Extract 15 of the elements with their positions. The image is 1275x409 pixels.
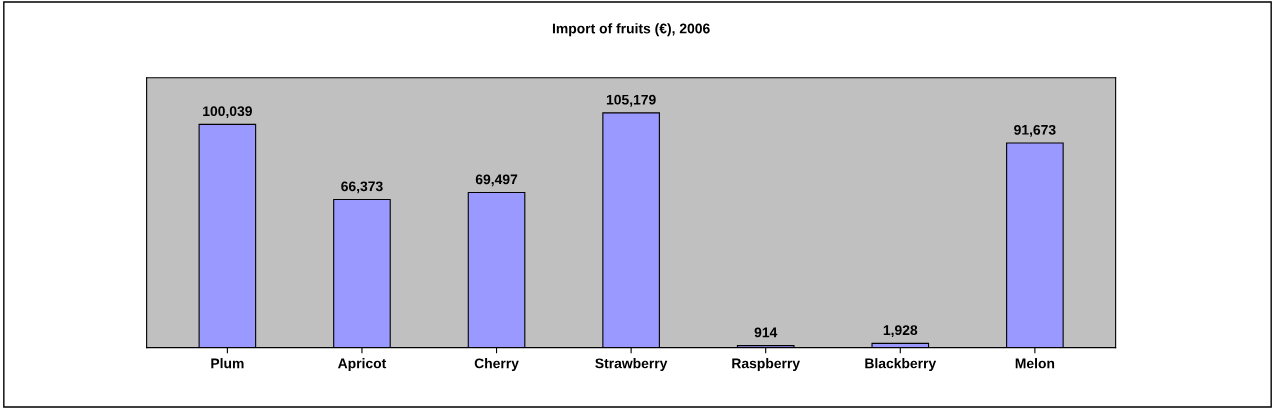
x-tick-label: Melon [1015,358,1055,369]
x-tick-label: Apricot [338,358,387,372]
x-tick-label: Plum [211,358,244,369]
x-tick-label: Strawberry [595,358,668,372]
x-tick-label: Cherry [474,358,519,372]
data-label: 69,497 [475,174,518,187]
data-label: 100,039 [203,106,252,119]
data-label: 91,673 [1014,124,1056,137]
data-label: 914 [754,327,778,338]
x-tick-label: Blackberry [865,358,937,372]
data-label: 66,373 [341,181,383,194]
chart-title: Import of fruits (€), 2006 [552,23,710,37]
x-tick-label: Raspberry [732,358,800,372]
data-label: 1,928 [883,325,918,338]
data-label: 105,179 [606,94,656,107]
